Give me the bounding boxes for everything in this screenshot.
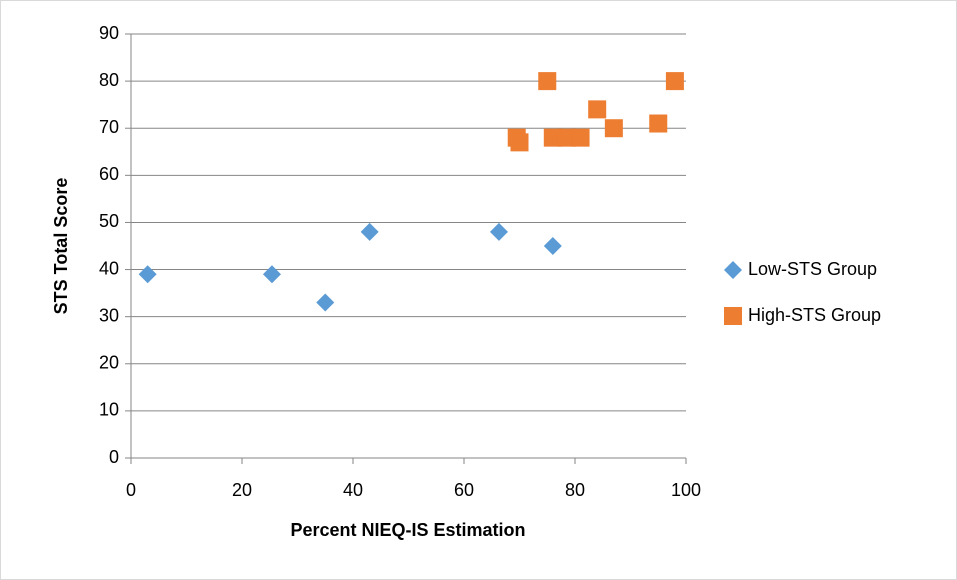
x-tick-label: 0 — [126, 480, 136, 500]
legend-label: High-STS Group — [748, 305, 881, 325]
y-tick-label: 80 — [99, 70, 119, 90]
point — [649, 114, 668, 133]
x-tick-label: 80 — [565, 480, 585, 500]
point — [538, 72, 557, 91]
point — [543, 128, 562, 147]
point — [489, 222, 508, 241]
legend-label: Low-STS Group — [748, 259, 877, 279]
point — [360, 222, 379, 241]
legend-marker — [724, 261, 742, 279]
y-tick-label: 10 — [99, 400, 119, 420]
y-tick-label: 40 — [99, 258, 119, 278]
y-tick-label: 90 — [99, 23, 119, 43]
point — [316, 293, 335, 312]
x-axis-title: Percent NIEQ-IS Estimation — [290, 520, 525, 540]
x-tick-label: 40 — [343, 480, 363, 500]
point — [665, 72, 684, 91]
point — [571, 128, 590, 147]
legend-marker — [724, 307, 742, 325]
x-tick-label: 20 — [232, 480, 252, 500]
y-tick-label: 20 — [99, 353, 119, 373]
y-tick-label: 70 — [99, 117, 119, 137]
y-tick-label: 0 — [109, 447, 119, 467]
point — [588, 100, 607, 119]
point — [557, 128, 576, 147]
point — [510, 133, 529, 152]
point — [138, 265, 157, 284]
y-tick-label: 30 — [99, 305, 119, 325]
point — [262, 265, 281, 284]
y-axis-title: STS Total Score — [51, 178, 71, 315]
x-tick-label: 100 — [671, 480, 701, 500]
point — [543, 237, 562, 255]
x-tick-label: 60 — [454, 480, 474, 500]
y-tick-label: 60 — [99, 164, 119, 184]
point — [604, 119, 623, 138]
y-tick-label: 50 — [99, 211, 119, 231]
